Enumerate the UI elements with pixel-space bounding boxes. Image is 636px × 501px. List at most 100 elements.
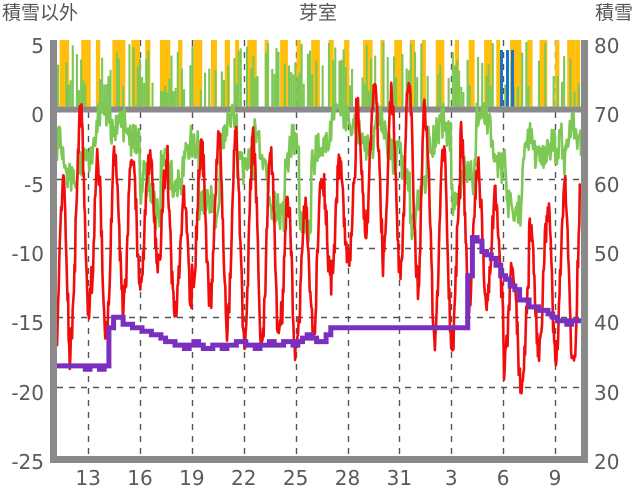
weather-bar-green	[332, 60, 335, 107]
weather-bar-orange	[380, 40, 385, 107]
weather-bar-orange	[575, 40, 581, 107]
weather-bar-green	[143, 82, 146, 107]
right-tick-80: 80	[594, 34, 620, 58]
weather-bar-orange	[496, 40, 501, 107]
weather-bar-green	[296, 77, 299, 107]
weather-bar-orange	[394, 40, 403, 107]
weather-bar-green	[288, 65, 291, 107]
weather-bar-green	[363, 83, 366, 107]
weather-bar-green	[99, 79, 102, 107]
weather-bar-green	[489, 86, 492, 107]
x-tick-25: 25	[282, 466, 309, 490]
weather-bar-green	[577, 83, 580, 107]
weather-bar-green	[451, 51, 454, 107]
weather-bar-green	[189, 65, 192, 107]
weather-bar-green	[401, 53, 404, 107]
x-tick-3: 3	[444, 466, 458, 490]
left-tick--20: -20	[11, 380, 44, 405]
weather-bar-green	[290, 71, 293, 107]
weather-bar-orange	[328, 40, 334, 107]
weather-bar-green	[151, 82, 154, 107]
weather-bar-green	[481, 62, 484, 107]
weather-bar-green	[122, 86, 125, 107]
weather-bar-green	[342, 49, 345, 107]
weather-bar-blue	[500, 50, 503, 107]
weather-bar-green	[227, 65, 230, 107]
weather-bar-green	[382, 41, 385, 107]
weather-bar-orange	[193, 40, 203, 107]
weather-bar-green	[369, 58, 372, 107]
weather-bar-orange	[409, 40, 415, 107]
weather-bar-green	[327, 43, 330, 107]
weather-bar-green	[365, 44, 368, 107]
weather-bar-green	[298, 72, 301, 107]
weather-bar-green	[174, 87, 177, 107]
weather-bar-orange	[421, 40, 426, 107]
weather-bar-green	[460, 86, 463, 107]
purple-snow-depth-line	[57, 235, 581, 372]
x-tick-28: 28	[334, 466, 361, 490]
weather-band-group	[57, 40, 581, 107]
weather-bar-orange	[131, 40, 141, 107]
weather-bar-green	[573, 91, 576, 107]
weather-bar-green	[426, 75, 429, 107]
x-tick-13: 13	[75, 466, 101, 490]
weather-bar-green	[344, 67, 347, 107]
weather-bar-green	[75, 54, 78, 107]
x-tick-9: 9	[548, 466, 562, 490]
right-tick-20: 20	[594, 450, 620, 474]
weather-bar-green	[395, 77, 398, 107]
left-tick-5: 5	[31, 34, 44, 58]
weather-bar-green	[338, 60, 341, 107]
weather-bar-green	[141, 77, 144, 107]
weather-bar-green	[57, 64, 60, 107]
weather-bar-blue	[511, 50, 514, 107]
weather-bar-green	[453, 65, 456, 107]
weather-bar-green	[447, 77, 450, 107]
weather-bar-green	[468, 84, 471, 107]
x-tick-16: 16	[127, 466, 153, 490]
weather-bar-green	[103, 84, 106, 107]
weather-bar-green	[80, 59, 83, 107]
weather-bar-green	[166, 92, 169, 107]
x-tick-19: 19	[179, 466, 205, 490]
weather-bar-green	[147, 50, 150, 107]
left-tick--15: -15	[11, 311, 44, 336]
weather-bar-green	[277, 51, 280, 107]
weather-bar-green	[456, 60, 459, 107]
weather-bar-green	[437, 74, 440, 107]
weather-bar-green	[525, 41, 528, 107]
weather-bar-orange	[527, 40, 533, 107]
left-tick-0: 0	[31, 103, 44, 128]
weather-bar-green	[199, 89, 202, 107]
x-tick-22: 22	[231, 466, 257, 490]
weather-bar-orange	[210, 40, 217, 107]
weather-bar-green	[309, 50, 312, 107]
weather-bar-green	[294, 62, 297, 107]
weather-bar-green	[569, 58, 572, 107]
weather-bar-green	[405, 68, 408, 107]
weather-bar-green	[214, 69, 217, 107]
plot-frame	[50, 40, 588, 463]
weather-bar-green	[386, 56, 389, 107]
weather-bar-green	[128, 44, 131, 107]
weather-bar-green	[466, 59, 469, 107]
weather-bar-green	[138, 58, 141, 107]
weather-bar-orange	[81, 40, 91, 107]
left-tick--10: -10	[11, 242, 44, 266]
weather-bar-green	[235, 84, 238, 107]
weather-bar-orange	[178, 40, 183, 107]
weather-bar-green	[374, 55, 377, 107]
weather-bar-green	[254, 77, 257, 107]
weather-bar-green	[176, 51, 179, 107]
weather-bar-orange	[59, 40, 70, 107]
right-tick-40: 40	[594, 311, 620, 336]
left-tick--5: -5	[24, 172, 44, 197]
weather-bar-green	[267, 43, 270, 107]
weather-bar-green	[552, 76, 555, 107]
weather-bar-green	[136, 66, 139, 107]
weather-bar-green	[191, 46, 194, 107]
weather-bar-green	[367, 91, 370, 107]
weather-bar-green	[306, 53, 309, 107]
weather-bar-green	[283, 63, 286, 107]
